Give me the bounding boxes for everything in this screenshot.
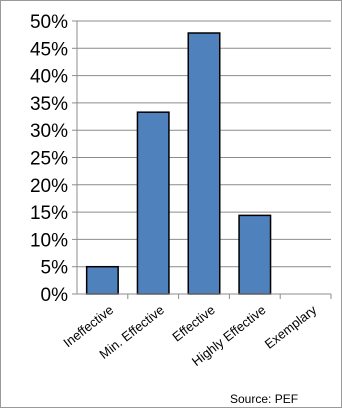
x-category-label: Exemplary bbox=[262, 302, 320, 352]
y-tick-label: 0% bbox=[41, 285, 69, 306]
y-tick-label: 30% bbox=[30, 121, 68, 142]
y-tick-labels: 0% 5% 10% 15% 20% 25% 30% 35% 40% 45% 50% bbox=[30, 12, 68, 306]
y-tick-label: 35% bbox=[30, 94, 68, 115]
y-tick-label: 5% bbox=[41, 258, 69, 279]
bar-highly-effective bbox=[238, 214, 272, 295]
source-note: Source: PEF bbox=[230, 392, 299, 406]
y-tick-label: 10% bbox=[30, 230, 68, 251]
y-tick-label: 50% bbox=[30, 12, 68, 33]
x-category-label: Effective bbox=[169, 302, 217, 344]
y-tick-label: 40% bbox=[30, 67, 68, 88]
bar-min-effective bbox=[136, 111, 170, 295]
y-tick-label: 20% bbox=[30, 176, 68, 197]
axes bbox=[72, 20, 332, 299]
y-tick-label: 25% bbox=[30, 149, 68, 170]
bar-ineffective bbox=[85, 265, 119, 295]
y-tick-label: 45% bbox=[30, 39, 68, 60]
bars bbox=[85, 32, 272, 295]
bar-effective bbox=[187, 32, 221, 295]
y-tick-label: 15% bbox=[30, 203, 68, 224]
